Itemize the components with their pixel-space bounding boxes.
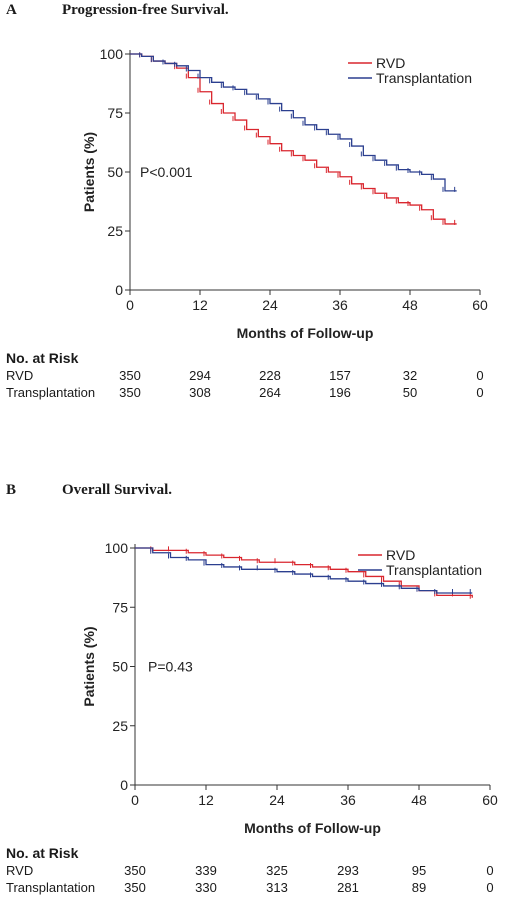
panel-a-risk-value: 0 (476, 368, 484, 383)
panel-a-risk-value: 308 (189, 385, 211, 400)
panel-b-risk-value: 339 (195, 863, 217, 878)
panel-a-risk-value: 228 (259, 368, 281, 383)
panel-a-risk-value: 350 (119, 385, 141, 400)
panel-a-x-tick-label: 48 (402, 297, 418, 313)
panel-b-x-tick-label: 12 (198, 792, 214, 808)
panel-a-legend-label: RVD (376, 55, 405, 71)
panel-b-risk-row-label: Transplantation (6, 880, 96, 895)
panel-b-legend-label: RVD (386, 547, 415, 563)
panel-a-series-transplantation-line (130, 53, 457, 192)
panel-a-risk-row-transplantation: Transplantation 350 308 264 196 50 0 (6, 385, 484, 402)
panel-a-risk-value: 157 (329, 368, 351, 383)
panel-b-risk-value: 313 (266, 880, 288, 895)
panel-b-title: B Overall Survival. (6, 482, 172, 499)
panel-a-risk-value: 0 (476, 385, 484, 400)
panel-b-risk-value: 95 (411, 863, 427, 878)
panel-a-risk-value: 196 (329, 385, 351, 400)
panel-a-p-value: P<0.001 (140, 164, 193, 180)
panel-a-letter: A (6, 2, 17, 18)
panel-a-y-tick-label: 0 (115, 282, 123, 298)
panel-b-x-tick-label: 48 (411, 792, 427, 808)
panel-a-risk-value: 50 (402, 385, 418, 400)
panel-b-y-tick-label: 75 (112, 599, 128, 615)
panel-b-x-tick-label: 36 (340, 792, 356, 808)
panel-b-risk-value: 330 (195, 880, 217, 895)
panel-a-risk-value: 32 (402, 368, 418, 383)
panel-a-x-tick-label: 0 (126, 297, 134, 313)
panel-b-x-axis-label: Months of Follow-up (244, 820, 381, 836)
panel-b-plot: 0 25 50 75 100 0 12 24 36 48 60 Months of Follow-up… (81, 540, 498, 836)
panel-a-risk-value: 294 (189, 368, 211, 383)
panel-b-risk-value: 325 (266, 863, 288, 878)
panel-b-y-tick-label: 100 (105, 540, 129, 556)
panel-a-risk-title: No. at Risk (6, 350, 79, 366)
panel-b-overall-survival: B Overall Survival. 0 25 50 75 100 0 12 24 36 48 60… (0, 480, 522, 900)
panel-b-risk-value: 293 (337, 863, 359, 878)
panel-b-y-axis-label: Patients (%) (81, 626, 97, 706)
panel-a-progression-free-survival: A Progression-free Survival. 0 25 50 75 100 0 1… (0, 0, 522, 440)
panel-a-risk-value: 264 (259, 385, 281, 400)
panel-b-x-tick-label: 60 (482, 792, 498, 808)
panel-a-y-tick-label: 75 (107, 105, 123, 121)
panel-a-x-tick-label: 24 (262, 297, 278, 313)
panel-a-risk-row-label: Transplantation (6, 385, 96, 400)
panel-b-y-tick-label: 50 (112, 659, 128, 675)
panel-b-y-tick-label: 25 (112, 718, 128, 734)
panel-b-risk-row-transplantation: Transplantation 350 330 313 281 89 0 (6, 880, 494, 897)
panel-b-risk-value: 350 (124, 863, 146, 878)
panel-a-risk-row-label: RVD (6, 368, 34, 383)
panel-b-legend-label: Transplantation (386, 562, 482, 578)
panel-a-x-axis-label: Months of Follow-up (237, 325, 374, 341)
panel-b-risk-value: 350 (124, 880, 146, 895)
panel-a-y-tick-label: 100 (100, 46, 124, 62)
panel-a-plot: 0 25 50 75 100 0 12 24 36 48 60 Months of Follow-up… (81, 46, 488, 341)
panel-b-letter: B (6, 482, 17, 498)
panel-b-risk-title: No. at Risk (6, 845, 79, 861)
panel-a-title: A Progression-free Survival. (6, 2, 229, 19)
panel-a-risk-row-rvd: RVD 350 294 228 157 32 0 (6, 368, 484, 385)
panel-b-series-rvd-line (135, 547, 473, 598)
panel-b-title-text: Overall Survival. (62, 482, 172, 498)
panel-b-risk-table: No. at Risk RVD 350 339 325 293 95 0 Transplanta… (6, 845, 494, 897)
panel-b-risk-row-label: RVD (6, 863, 34, 878)
panel-a-y-axis-label: Patients (%) (81, 132, 97, 212)
panel-b-x-tick-label: 0 (131, 792, 139, 808)
panel-b-risk-value: 0 (486, 880, 494, 895)
panel-b-risk-value: 0 (486, 863, 494, 878)
panel-b-p-value: P=0.43 (148, 659, 193, 675)
panel-a-legend-label: Transplantation (376, 70, 472, 86)
panel-b-y-tick-label: 0 (120, 777, 128, 793)
panel-a-x-tick-label: 12 (192, 297, 208, 313)
panel-a-x-tick-label: 36 (332, 297, 348, 313)
panel-a-x-tick-label: 60 (472, 297, 488, 313)
panel-a-risk-value: 350 (119, 368, 141, 383)
panel-b-series-transplantation-line (135, 547, 473, 594)
panel-b-risk-value: 281 (337, 880, 359, 895)
panel-b-x-tick-label: 24 (269, 792, 285, 808)
panel-b-risk-row-rvd: RVD 350 339 325 293 95 0 (6, 863, 494, 880)
panel-a-y-tick-label: 50 (107, 164, 123, 180)
panel-a-title-text: Progression-free Survival. (62, 2, 229, 18)
panel-a-risk-table: No. at Risk RVD 350 294 228 157 32 0 Transplanta… (6, 350, 484, 402)
panel-b-risk-value: 89 (411, 880, 427, 895)
panel-a-y-tick-label: 25 (107, 223, 123, 239)
